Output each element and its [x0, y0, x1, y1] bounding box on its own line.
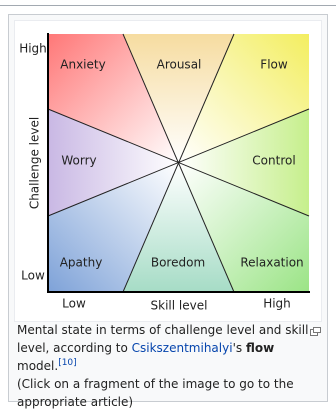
y-high: High — [19, 42, 47, 56]
region-arousal[interactable] — [123, 34, 234, 163]
region-anxiety[interactable] — [48, 34, 179, 163]
thumbnail: High Low Challenge level Low Skill level… — [8, 14, 328, 409]
region-control[interactable] — [179, 109, 309, 216]
top-rule — [0, 5, 336, 6]
region-label: Apathy — [60, 256, 103, 270]
dividers — [47, 33, 310, 293]
region-label: Relaxation — [240, 256, 303, 270]
region-worry[interactable] — [48, 109, 179, 216]
y-axis-label: Challenge level — [28, 117, 42, 209]
region-label: Arousal — [157, 58, 202, 72]
enlarge-icon[interactable] — [310, 327, 321, 336]
region-label: Control — [252, 154, 295, 168]
x-high: High — [263, 297, 291, 311]
reference[interactable]: [10] — [58, 358, 77, 368]
y-low: Low — [21, 269, 45, 283]
region-label: Flow — [260, 58, 288, 72]
region-label: Worry — [61, 154, 96, 168]
image[interactable]: High Low Challenge level Low Skill level… — [14, 20, 322, 322]
flow-diagram: High Low Challenge level Low Skill level… — [19, 33, 310, 313]
link[interactable]: Csikszentmihalyi — [131, 341, 233, 355]
region-apathy[interactable] — [48, 163, 179, 292]
caption-note: (Click on a fragment of the image to go … — [17, 377, 294, 409]
region-label: Anxiety — [60, 58, 105, 72]
caption: Mental state in terms of challenge level… — [17, 321, 313, 411]
caption-text: 's — [232, 341, 246, 355]
caption-text: model. — [17, 359, 59, 373]
x-low: Low — [62, 297, 86, 311]
caption-text: Mental state in terms of challenge level… — [17, 323, 309, 355]
region-label: Boredom — [151, 256, 205, 270]
region-relaxation[interactable] — [179, 163, 309, 292]
x-axis-label: Skill level — [151, 299, 208, 313]
region-boredom[interactable] — [123, 163, 234, 292]
region-flow[interactable] — [179, 34, 309, 163]
bold-text: flow — [245, 341, 275, 355]
